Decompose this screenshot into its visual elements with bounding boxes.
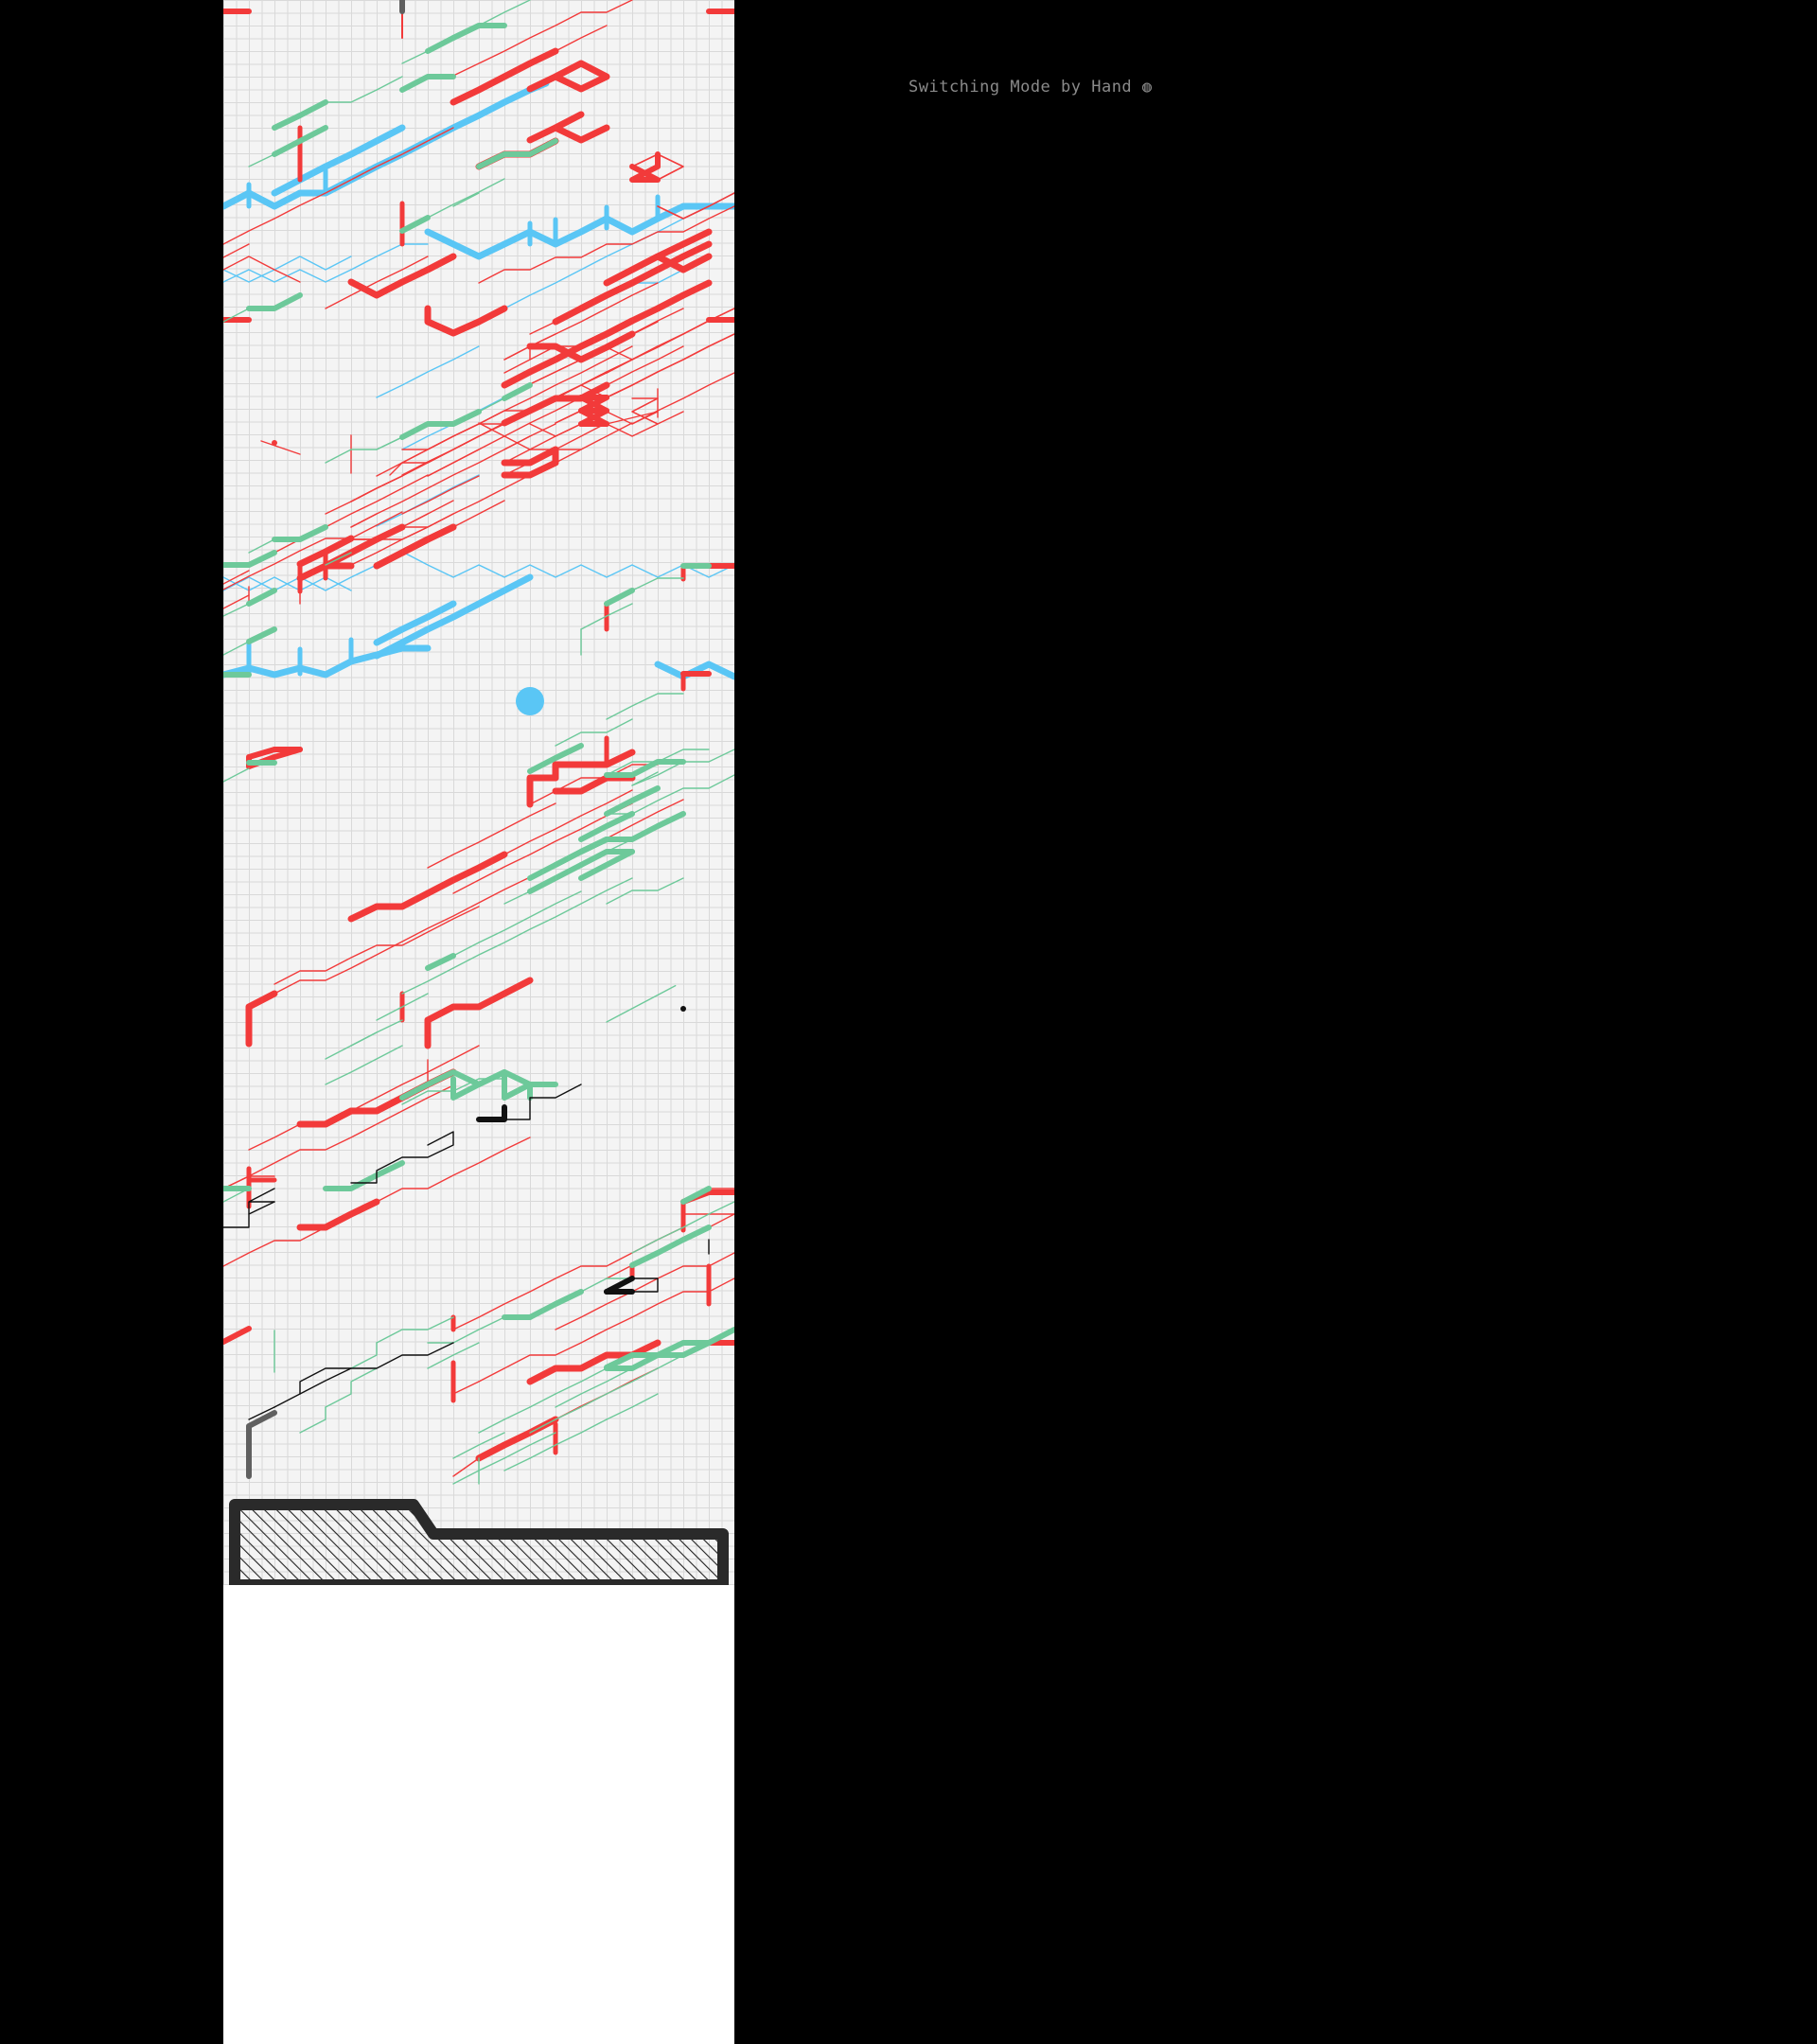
- black-lane-notes: [223, 0, 710, 1479]
- blue-thick-stair-4: [373, 600, 457, 646]
- blue-thick-stair-3: [373, 573, 534, 660]
- blue-thick-wave: [424, 203, 734, 260]
- mode-label: Switching Mode by Hand ◍: [908, 78, 1153, 97]
- note-lanes: [223, 0, 734, 1585]
- blue-dot-cursor-icon[interactable]: [516, 687, 544, 715]
- blue-thick-stair-1: [223, 79, 550, 210]
- playfield[interactable]: [223, 0, 734, 2044]
- hatched-judgement-zone-icon: [229, 1499, 729, 1585]
- blue-thick-stair-2: [271, 124, 406, 197]
- note-grid: [223, 0, 734, 1585]
- blue-thin-stair-3: [376, 345, 480, 398]
- blue-thin-zigzag-3: [223, 551, 734, 591]
- blue-thick-bottom: [223, 644, 432, 678]
- blue-thick-right: [654, 661, 734, 680]
- lower-blank-panel: [223, 1585, 734, 2044]
- green-lane-notes: [223, 0, 734, 1485]
- blue-thin-stair-5: [376, 474, 480, 527]
- blue-thin-zigzag-2: [223, 256, 352, 283]
- blue-thin-zigzag-1: [223, 243, 429, 283]
- blue-thin-zigzag-4: [223, 576, 352, 591]
